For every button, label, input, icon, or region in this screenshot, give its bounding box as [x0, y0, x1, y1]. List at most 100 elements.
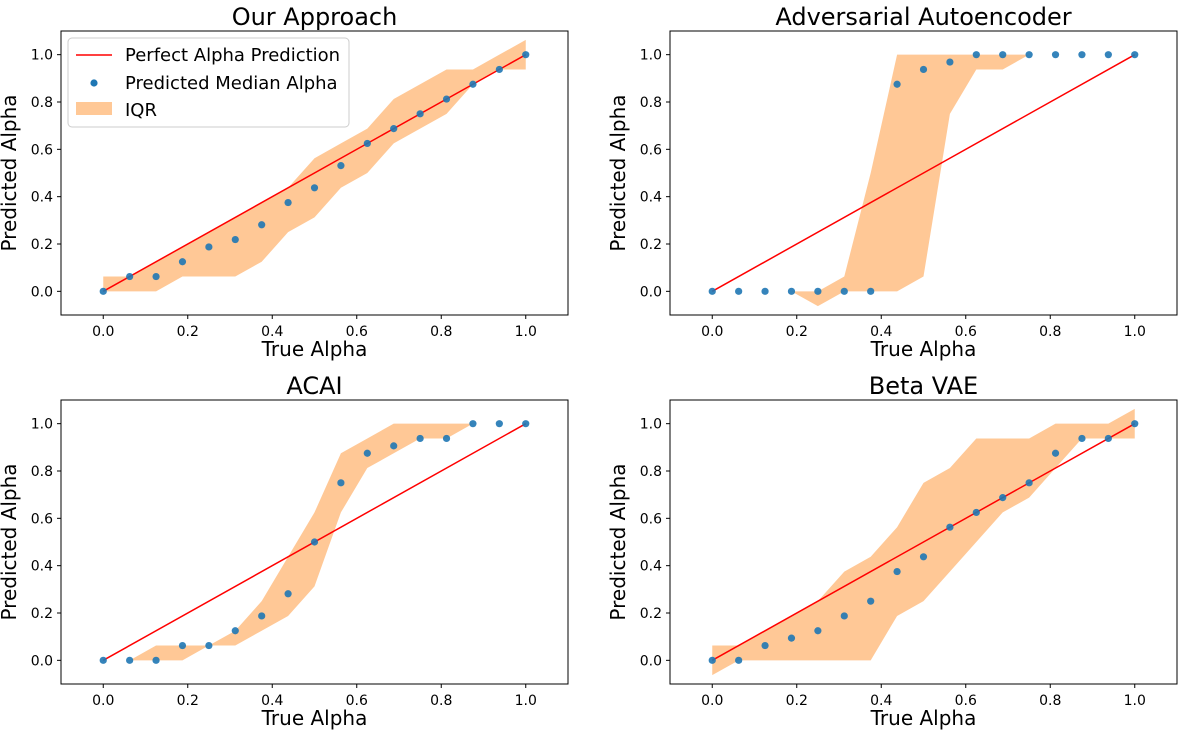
median-point — [178, 258, 187, 266]
x-tick-label: 0.4 — [870, 324, 892, 340]
median-point — [99, 287, 107, 295]
median-point — [205, 243, 213, 251]
median-point — [1078, 51, 1086, 59]
median-point — [1025, 479, 1033, 487]
axes-frame — [669, 399, 1178, 685]
x-axis-label: True Alpha — [870, 706, 977, 730]
legend-band-label: IQR — [125, 100, 157, 121]
legend-point-label: Predicted Median Alpha — [125, 73, 338, 94]
median-point — [1051, 51, 1060, 59]
y-tick-label: 0.2 — [640, 606, 662, 622]
y-tick-label: 0.4 — [31, 559, 53, 575]
x-axis-label: True Alpha — [870, 337, 977, 361]
x-tick-label: 0.8 — [430, 324, 452, 340]
x-tick-label: 0.6 — [346, 693, 368, 709]
median-point — [337, 162, 345, 170]
x-tick-label: 0.2 — [177, 693, 199, 709]
median-point — [152, 656, 160, 664]
y-tick-label: 0.0 — [31, 284, 53, 300]
legend-line-label: Perfect Alpha Prediction — [125, 45, 340, 66]
median-point — [416, 434, 424, 443]
perfect-prediction-line — [102, 54, 527, 292]
y-tick-label: 0.2 — [31, 606, 53, 622]
median-point — [919, 65, 928, 74]
axes-frame — [60, 30, 569, 316]
median-point — [1051, 449, 1060, 457]
perfect-prediction-line — [711, 54, 1136, 292]
median-point — [258, 612, 266, 620]
chart-panel-4: 0.0 0.2 0.4 0.6 0.8 1.0 0.0 0.2 0.4 0.6 0.8 1.0 Beta… — [606, 372, 1178, 730]
y-tick-label: 0.2 — [640, 237, 662, 253]
median-point — [126, 656, 134, 664]
y-tick-label: 0.4 — [640, 190, 662, 206]
x-tick-label: 1.0 — [515, 693, 537, 709]
y-axis-label: Predicted Alpha — [0, 463, 21, 620]
median-point — [787, 634, 796, 642]
y-tick-label: 0.4 — [640, 559, 662, 575]
median-point — [363, 139, 371, 148]
median-point — [522, 420, 530, 428]
median-point — [1131, 420, 1139, 428]
median-point — [495, 65, 503, 74]
median-point — [310, 538, 319, 546]
y-tick-label: 0.0 — [640, 653, 662, 669]
median-point — [946, 523, 954, 531]
median-point — [787, 287, 796, 295]
legend-point-swatch — [90, 79, 98, 87]
median-point — [999, 51, 1007, 59]
median-point — [310, 184, 319, 192]
median-point — [284, 198, 292, 207]
y-tick-label: 0.0 — [31, 653, 53, 669]
legend: Perfect Alpha Prediction Predicted Median… — [67, 37, 350, 128]
median-point — [893, 567, 901, 576]
x-tick-label: 0.6 — [955, 324, 977, 340]
median-point — [999, 494, 1007, 502]
median-point — [390, 125, 398, 133]
axes-frame — [669, 30, 1178, 316]
y-tick-label: 0.2 — [31, 237, 53, 253]
axes-frame — [60, 399, 569, 685]
y-tick-label: 0.6 — [31, 142, 53, 158]
median-point — [735, 656, 743, 664]
chart-title: ACAI — [286, 372, 342, 400]
x-tick-label: 1.0 — [1124, 693, 1146, 709]
median-point — [522, 51, 530, 59]
median-point — [867, 597, 875, 605]
y-tick-label: 0.8 — [640, 464, 662, 480]
x-tick-label: 0.8 — [430, 693, 452, 709]
median-point — [205, 641, 213, 650]
x-tick-label: 0.4 — [261, 324, 283, 340]
median-point — [814, 627, 822, 635]
median-point — [363, 449, 371, 457]
y-tick-label: 0.6 — [640, 511, 662, 527]
legend-band-swatch — [76, 102, 112, 115]
x-tick-label: 0.4 — [261, 693, 283, 709]
perfect-prediction-line — [711, 423, 1136, 661]
median-point — [946, 58, 954, 66]
y-tick-label: 0.8 — [31, 95, 53, 111]
x-tick-label: 0.6 — [346, 324, 368, 340]
chart-panel-1: 0.0 0.2 0.4 0.6 0.8 1.0 0.0 0.2 0.4 0.6 0.8 1.0 Our … — [0, 3, 569, 361]
median-point — [469, 420, 477, 428]
median-point — [442, 95, 451, 103]
median-point — [735, 287, 743, 295]
x-tick-label: 0.8 — [1039, 324, 1061, 340]
median-point — [893, 80, 901, 88]
median-point — [1131, 51, 1139, 59]
median-point — [867, 287, 875, 295]
chart-title: Beta VAE — [869, 372, 978, 400]
x-tick-label: 0.2 — [177, 324, 199, 340]
median-point — [152, 272, 160, 281]
y-axis-label: Predicted Alpha — [606, 463, 630, 620]
median-point — [390, 442, 398, 450]
x-tick-label: 0.0 — [92, 324, 114, 340]
median-point — [1025, 51, 1033, 59]
x-tick-label: 0.0 — [701, 324, 723, 340]
median-point — [840, 612, 848, 620]
median-point — [337, 479, 345, 487]
chart-title: Adversarial Autoencoder — [775, 3, 1071, 31]
median-point — [919, 553, 928, 561]
median-point — [99, 656, 107, 664]
median-point — [231, 235, 239, 244]
